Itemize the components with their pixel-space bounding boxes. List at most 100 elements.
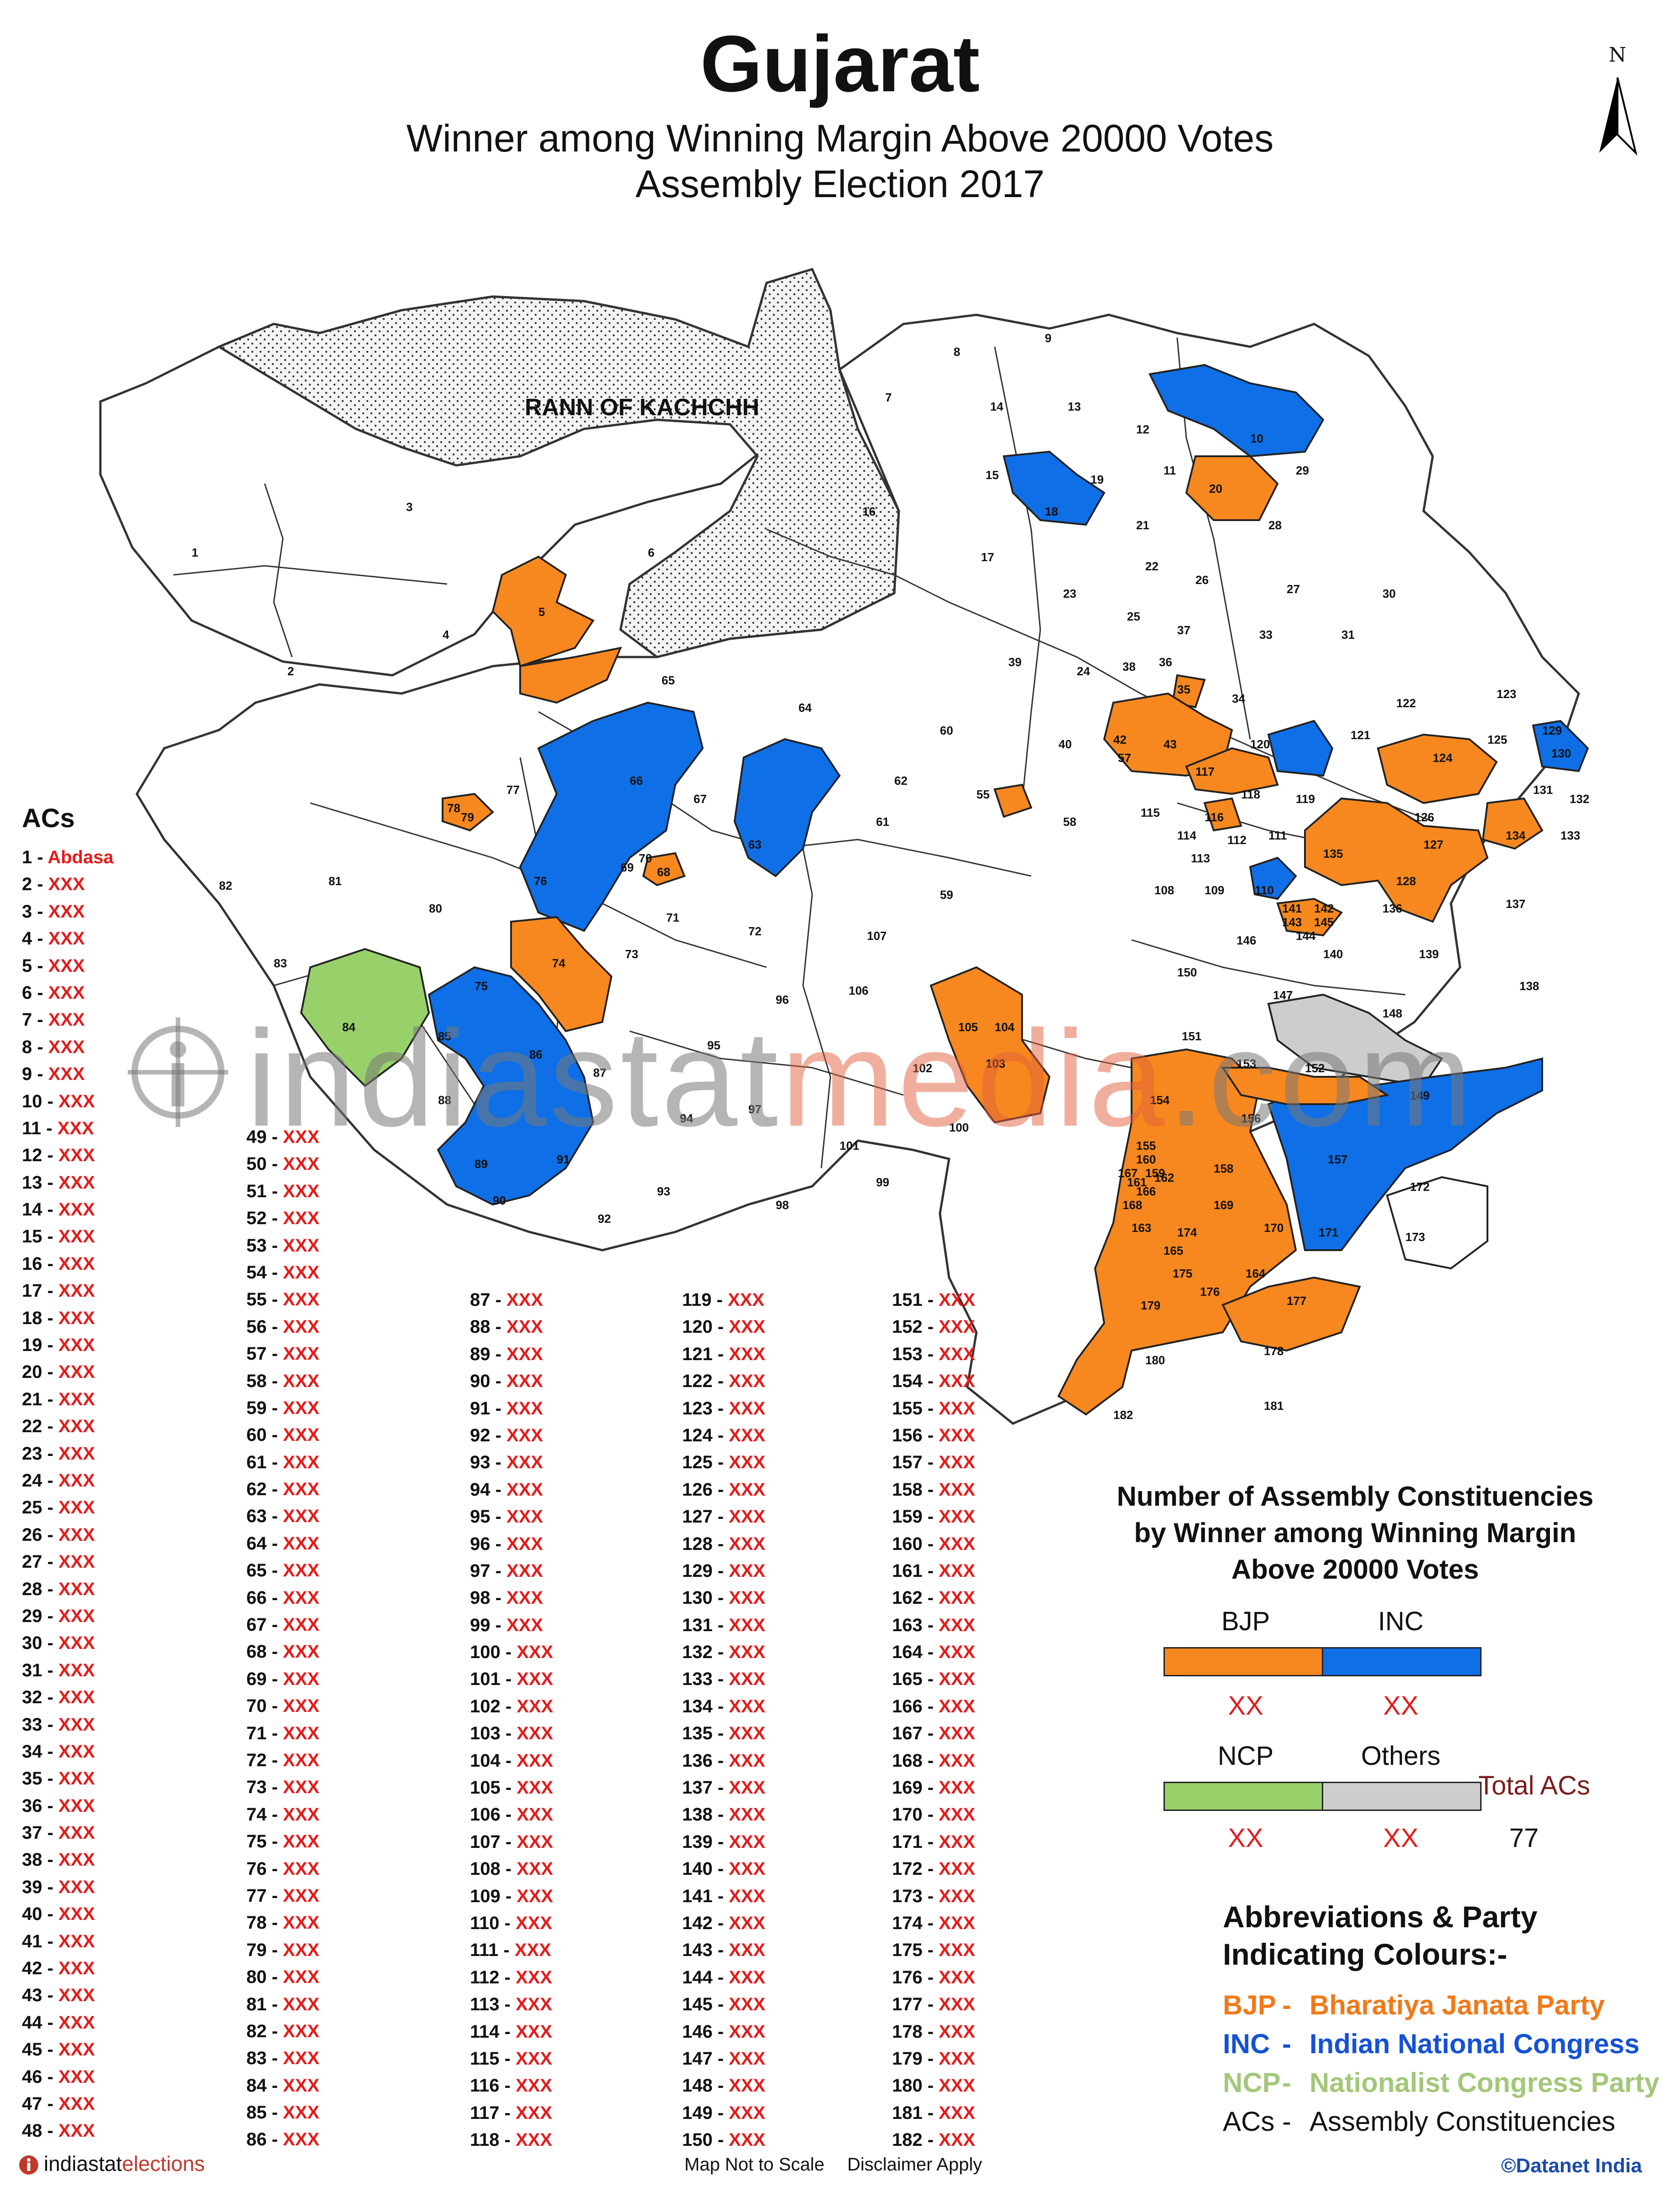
ac-68-70-bjp	[642, 852, 686, 887]
ac-number: 115	[470, 2048, 500, 2069]
ac-separator: -	[712, 1642, 729, 1663]
ac-103-105-bjp	[929, 966, 1051, 1124]
ac-number: 120	[682, 1317, 713, 1337]
ac-name: XXX	[939, 1371, 976, 1392]
svg-text:150: 150	[1177, 965, 1197, 979]
svg-text:160: 160	[1136, 1153, 1156, 1166]
ac-list-item: 152 - XXX	[892, 1314, 975, 1341]
ac-name: XXX	[58, 1524, 95, 1545]
ac-number: 55	[246, 1289, 267, 1310]
abbreviation-separator: -	[1282, 2106, 1291, 2137]
ac-list-item: 73 - XXX	[246, 1774, 319, 1801]
ac-number: 122	[682, 1371, 713, 1392]
ac-number: 153	[892, 1344, 923, 1364]
ac-separator: -	[42, 1226, 59, 1247]
ac-name: XXX	[283, 2075, 320, 2096]
ac-number: 181	[892, 2102, 923, 2123]
ac-separator: -	[922, 1588, 939, 1608]
ac-separator: -	[922, 1750, 939, 1771]
ac-separator: -	[266, 1967, 283, 1988]
ac-list-item: 162 - XXX	[892, 1585, 975, 1612]
ac-number: 173	[892, 1886, 923, 1906]
ac-separator: -	[922, 1615, 939, 1635]
ac-separator: -	[42, 1850, 59, 1870]
ac-separator: -	[500, 1859, 517, 1879]
ac-number: 107	[470, 1831, 501, 1852]
ac-separator: -	[42, 1795, 59, 1816]
ac-list-item: 115 - XXX	[470, 2045, 553, 2072]
ac-list-item: 54 - XXX	[246, 1259, 319, 1286]
ac-name: XXX	[939, 1913, 976, 1933]
ac-separator: -	[490, 1588, 507, 1608]
ac-separator: -	[499, 2102, 516, 2123]
ac-separator: -	[32, 901, 48, 922]
ac-number: 7	[22, 1010, 32, 1030]
svg-text:60: 60	[940, 724, 953, 737]
ac-name: XXX	[58, 1091, 95, 1111]
ac-name: XXX	[58, 1823, 95, 1843]
ac-list-item: 116 - XXX	[470, 2072, 553, 2099]
svg-text:37: 37	[1177, 623, 1190, 637]
ac-name: XXX	[283, 1642, 320, 1662]
ac-list-item: 15 - XXX	[22, 1223, 114, 1250]
ac-45-bjp	[1171, 674, 1206, 709]
ac-separator: -	[42, 1714, 59, 1735]
ac-name: XXX	[517, 1805, 553, 1825]
ac-list-item: 46 - XXX	[22, 2064, 114, 2091]
svg-text:58: 58	[1063, 815, 1076, 829]
svg-text:34: 34	[1232, 692, 1245, 705]
ac-list-item: 59 - XXX	[246, 1395, 319, 1422]
ac-134-bjp	[1482, 797, 1544, 850]
ac-number: 59	[246, 1398, 267, 1418]
ac-separator: -	[32, 1064, 48, 1085]
abbreviation-item: BJP - Bharatiya Janata Party	[1223, 1989, 1605, 2021]
svg-text:81: 81	[329, 874, 342, 888]
ac-list-item: 80 - XXX	[246, 1964, 319, 1991]
svg-text:133: 133	[1560, 829, 1580, 842]
ac-separator: -	[266, 1615, 283, 1635]
ac-separator: -	[42, 2012, 59, 2033]
ac-name: XXX	[939, 1750, 976, 1771]
ac-list-item: 168 - XXX	[892, 1748, 975, 1774]
svg-text:42: 42	[1113, 733, 1127, 746]
svg-text:91: 91	[557, 1153, 570, 1166]
svg-text:152: 152	[1305, 1061, 1325, 1075]
svg-text:77: 77	[506, 783, 520, 797]
ac-separator: -	[42, 1606, 59, 1626]
ac-separator: -	[266, 1885, 283, 1906]
ac-list-item: 13 - XXX	[22, 1169, 114, 1196]
ac-name: XXX	[729, 2048, 766, 2069]
ac-list-item: 157 - XXX	[892, 1449, 975, 1476]
footer-brand: indiastatelections	[44, 2152, 205, 2175]
ac-name: XXX	[729, 1778, 766, 1798]
ac-list-item: 151 - XXX	[892, 1287, 975, 1314]
ac-number: 6	[22, 982, 32, 1003]
ac-list-item: 170 - XXX	[892, 1801, 975, 1828]
ac-separator: -	[266, 1371, 283, 1391]
svg-text:164: 164	[1246, 1267, 1266, 1280]
svg-text:39: 39	[1008, 655, 1022, 669]
ac-list-item: 180 - XXX	[892, 2072, 975, 2099]
ac-number: 138	[682, 1805, 713, 1825]
ac-list-item: 81 - XXX	[246, 1991, 319, 2018]
ac-separator: -	[712, 1560, 729, 1581]
ac-list-column: 119 - XXX 120 - XXX 121 - XXX 122 - XXX 123 …	[682, 1287, 765, 2154]
svg-text:161: 161	[1127, 1175, 1147, 1189]
ac-name: XXX	[48, 955, 85, 976]
ac-number: 99	[470, 1615, 490, 1635]
ac-name: Abdasa	[47, 847, 114, 867]
subtitle-line-1: Winner among Winning Margin Above 20000 …	[406, 117, 1274, 160]
ac-number: 150	[682, 2130, 713, 2150]
ac-separator: -	[266, 1777, 283, 1798]
ac-number: 72	[246, 1750, 267, 1770]
ac-separator: -	[42, 1552, 59, 1572]
ac-number: 19	[22, 1335, 42, 1356]
ac-name: XXX	[939, 1398, 976, 1419]
svg-text:70: 70	[639, 851, 652, 865]
svg-text:20: 20	[1209, 482, 1222, 496]
ac-name: XXX	[939, 1452, 976, 1473]
ac-separator: -	[712, 1940, 729, 1961]
ac-list-item: 155 - XXX	[892, 1395, 975, 1422]
ac-124-bjp	[1377, 733, 1498, 804]
ac-separator: -	[712, 1723, 729, 1744]
